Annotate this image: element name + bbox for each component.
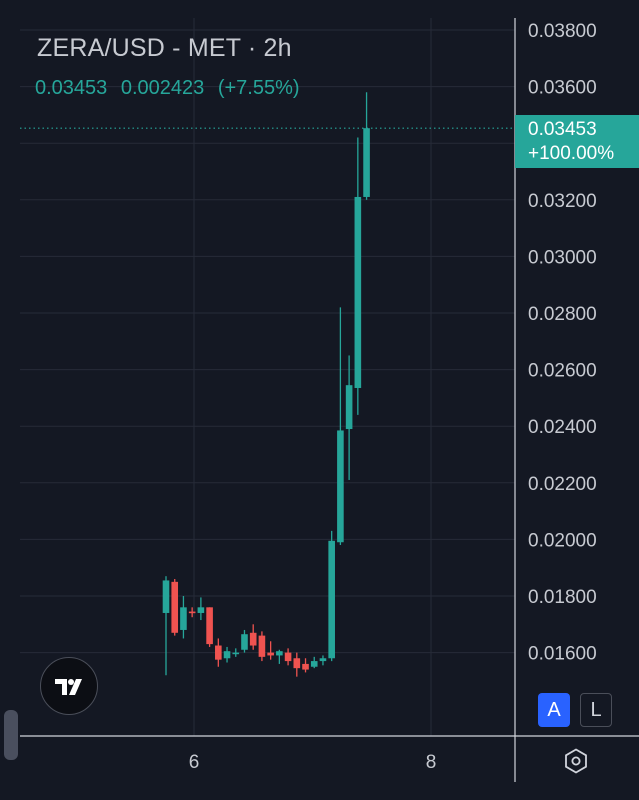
candle-body (241, 634, 248, 650)
candle (249, 624, 257, 650)
x-tick-label: 6 (189, 752, 200, 773)
candle (328, 530, 335, 662)
y-tick-label: 0.02600 (528, 361, 597, 382)
y-tick-label: 0.01600 (528, 644, 597, 665)
candle-body (162, 580, 170, 613)
scroll-handle[interactable] (4, 710, 18, 760)
candle-body (206, 607, 213, 645)
candle (197, 597, 205, 621)
candle-body (319, 658, 327, 662)
y-tick-label: 0.03800 (528, 21, 597, 42)
y-tick-label: 0.02400 (528, 417, 597, 438)
candle (258, 631, 266, 662)
candle-body (354, 196, 362, 388)
candle (162, 576, 170, 676)
auto-scale-button[interactable]: A (538, 693, 570, 727)
y-tick-label: 0.03200 (528, 191, 597, 212)
candle (223, 646, 231, 663)
candle-body (258, 635, 266, 657)
y-tick-label: 0.03600 (528, 78, 597, 99)
candle (363, 92, 370, 200)
y-tick-label: 0.02000 (528, 530, 597, 551)
legend-last-price: 0.03453 (35, 77, 108, 99)
candle (180, 596, 187, 639)
candle (354, 137, 362, 415)
candle (215, 638, 222, 667)
candle (345, 355, 353, 480)
candle-body (249, 632, 257, 646)
candle-body (345, 385, 353, 430)
log-scale-button[interactable]: L (580, 693, 612, 727)
candle-body (310, 661, 318, 667)
candle-body (215, 645, 222, 660)
price-legend: 0.03453 0.002423 (+7.55%) (35, 77, 308, 100)
candle-body (284, 652, 292, 662)
candle (276, 649, 283, 664)
candle (310, 656, 318, 669)
candle-body (180, 607, 187, 630)
legend-change-abs: 0.002423 (120, 77, 205, 99)
candle (241, 629, 248, 653)
badge-percent: +100.00% (528, 143, 615, 164)
candle (171, 579, 179, 636)
candle (267, 641, 274, 660)
candle-body (267, 652, 274, 656)
candle-body (337, 430, 344, 543)
last-price-badge: 0.03453 +100.00% (515, 115, 639, 168)
candle (188, 607, 196, 618)
candle-body (232, 652, 240, 655)
y-tick-label: 0.02200 (528, 474, 597, 495)
candles (162, 92, 370, 677)
candle-body (363, 128, 370, 197)
symbol-title[interactable]: ZERA/USD - MET · 2h (37, 34, 292, 62)
candle (206, 607, 213, 647)
candle-body (302, 663, 309, 670)
candle (337, 307, 344, 546)
candle-body (197, 607, 205, 613)
candle-body (328, 540, 335, 659)
candle-body (171, 581, 179, 633)
candle-body (223, 651, 231, 659)
price-axis[interactable]: 0.038000.036000.034000.032000.030000.028… (528, 21, 597, 665)
candle (232, 648, 240, 657)
candle-body (276, 651, 283, 656)
badge-price: 0.03453 (528, 119, 597, 140)
candle (302, 658, 309, 673)
candle (284, 648, 292, 666)
legend-change-pct: (+7.55%) (217, 77, 300, 99)
candle (293, 652, 301, 677)
x-tick-label: 8 (426, 752, 437, 773)
candle (319, 655, 327, 666)
tradingview-logo-icon[interactable] (40, 657, 98, 715)
candle-body (293, 658, 301, 669)
candle-body (188, 611, 196, 614)
y-tick-label: 0.03000 (528, 247, 597, 268)
y-tick-label: 0.02800 (528, 304, 597, 325)
settings-hexagon-icon[interactable] (563, 748, 589, 774)
y-tick-label: 0.01800 (528, 587, 597, 608)
chart-grid (20, 18, 515, 736)
